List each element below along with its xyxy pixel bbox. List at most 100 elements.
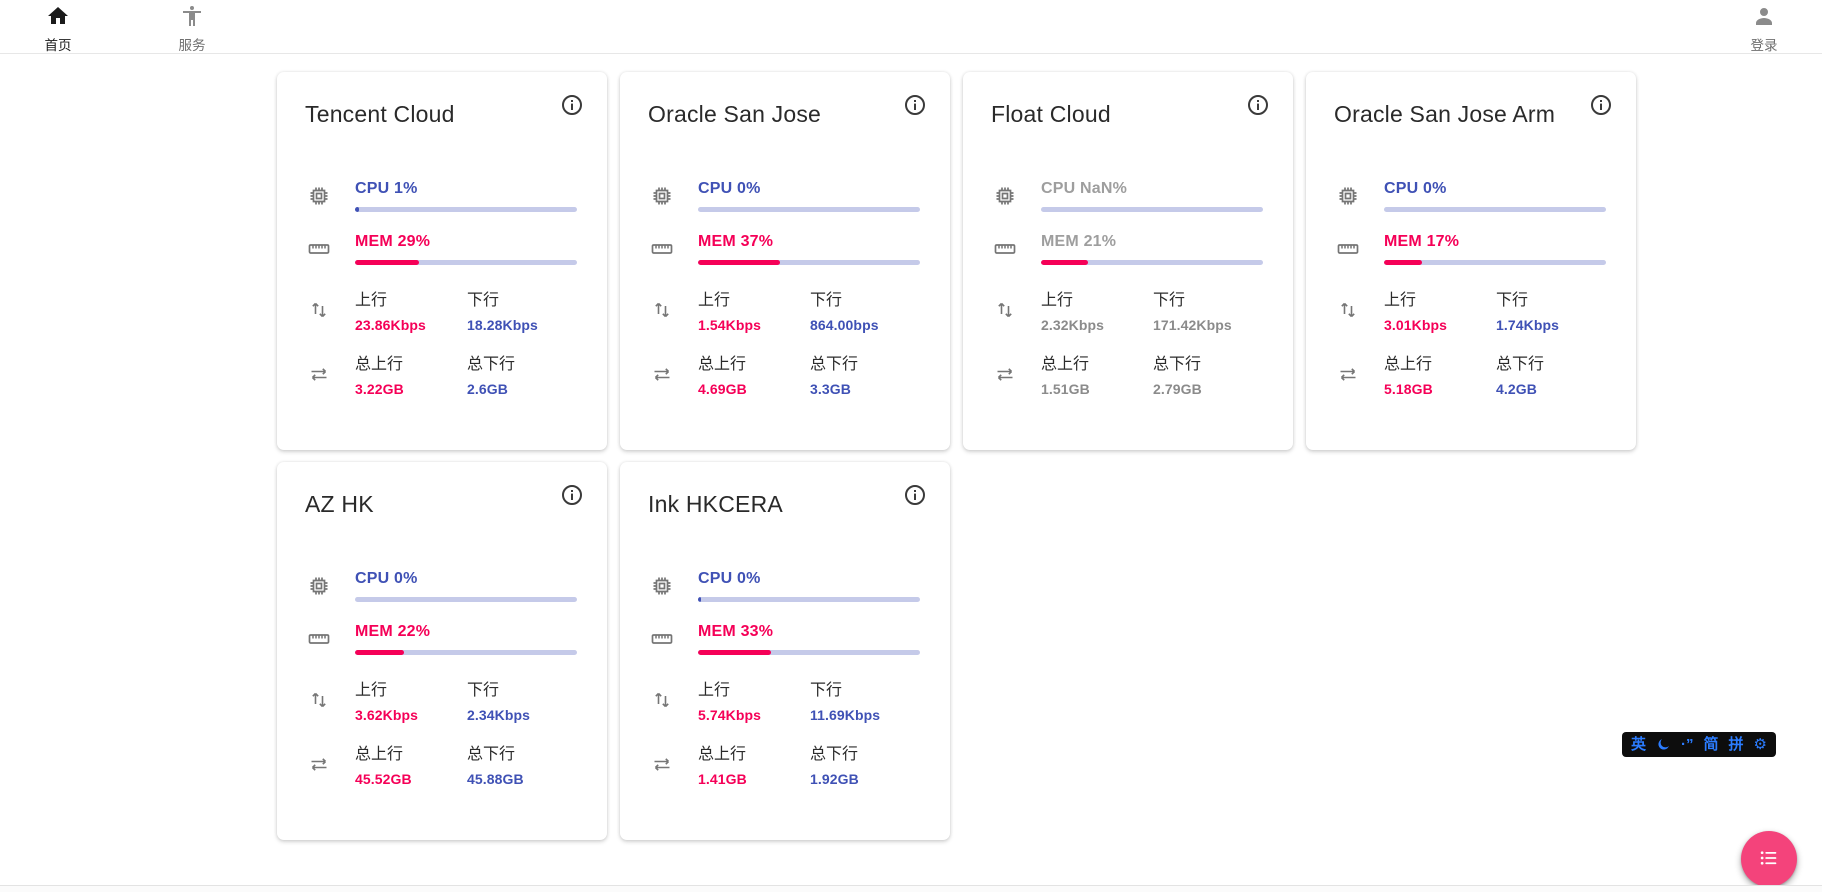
ime-toolbar[interactable]: 英 ·” 简 拼 ⚙ xyxy=(1622,732,1776,757)
cpu-label: CPU 0% xyxy=(355,570,418,587)
nav-item-login[interactable]: 登录 xyxy=(1732,0,1796,54)
total-upload-label: 总上行 xyxy=(1041,356,1090,373)
swap-horizontal-icon xyxy=(1334,362,1362,386)
total-upload-value: 1.51GB xyxy=(1041,381,1090,397)
mem-row: MEM 22% xyxy=(305,623,579,655)
gear-icon[interactable]: ⚙ xyxy=(1753,736,1767,753)
total-upload-col: 总上行 45.52GB xyxy=(355,740,467,787)
total-upload-label: 总上行 xyxy=(355,356,404,373)
ime-simplified-indicator[interactable]: 简 xyxy=(1703,736,1719,753)
mem-label: MEM 17% xyxy=(1384,233,1460,250)
info-icon[interactable] xyxy=(559,92,585,118)
server-list-fab[interactable] xyxy=(1741,831,1797,887)
cpu-chip-icon xyxy=(1334,184,1362,208)
mem-row: MEM 33% xyxy=(648,623,922,655)
footer-divider xyxy=(0,885,1822,892)
info-icon[interactable] xyxy=(559,482,585,508)
server-stats: CPU 0% MEM 17% xyxy=(1334,180,1608,397)
nav-item-home-label: 首页 xyxy=(44,37,72,53)
total-row: 总上行 1.41GB 总下行 1.92GB xyxy=(648,740,922,787)
total-download-value: 1.92GB xyxy=(810,771,859,787)
cpu-progress-fill xyxy=(355,207,360,212)
download-label: 下行 xyxy=(1496,292,1529,309)
memory-ruler-icon xyxy=(305,237,333,261)
moon-icon[interactable] xyxy=(1656,737,1671,752)
info-icon[interactable] xyxy=(902,482,928,508)
upload-label: 上行 xyxy=(698,682,731,699)
cpu-progress-bar xyxy=(698,207,920,212)
cpu-row: CPU 1% xyxy=(305,180,579,212)
info-icon[interactable] xyxy=(1245,92,1271,118)
nav-item-login-label: 登录 xyxy=(1750,37,1778,53)
accessibility-icon xyxy=(180,4,204,33)
person-icon xyxy=(1752,4,1776,33)
up-down-arrows-icon xyxy=(648,688,676,712)
download-label: 下行 xyxy=(810,292,843,309)
upload-value: 1.54Kbps xyxy=(698,317,762,333)
total-upload-value: 3.22GB xyxy=(355,381,404,397)
memory-ruler-icon xyxy=(991,237,1019,261)
download-col: 下行 1.74Kbps xyxy=(1496,286,1608,333)
mem-label: MEM 22% xyxy=(355,623,431,640)
total-upload-label: 总上行 xyxy=(355,746,404,763)
ime-punctuation-indicator[interactable]: ·” xyxy=(1681,736,1694,753)
home-icon xyxy=(46,4,70,33)
upload-col: 上行 3.62Kbps xyxy=(355,676,467,723)
upload-value: 3.62Kbps xyxy=(355,707,419,723)
total-row: 总上行 45.52GB 总下行 45.88GB xyxy=(305,740,579,787)
cpu-chip-icon xyxy=(305,574,333,598)
server-card: AZ HK CPU 0% xyxy=(277,462,607,840)
memory-ruler-icon xyxy=(305,627,333,651)
mem-progress-bar xyxy=(698,260,920,265)
mem-progress-fill xyxy=(698,260,781,265)
server-name: Ink HKCERA xyxy=(648,491,783,517)
total-download-value: 2.6GB xyxy=(467,381,508,397)
server-stats: CPU 1% MEM 29% xyxy=(305,180,579,397)
total-upload-col: 总上行 1.41GB xyxy=(698,740,810,787)
cpu-chip-icon xyxy=(991,184,1019,208)
upload-value: 2.32Kbps xyxy=(1041,317,1105,333)
download-value: 11.69Kbps xyxy=(810,707,881,723)
total-download-value: 3.3GB xyxy=(810,381,851,397)
nav-item-services[interactable]: 服务 xyxy=(160,0,224,54)
mem-progress-bar xyxy=(1041,260,1263,265)
download-col: 下行 18.28Kbps xyxy=(467,286,579,333)
cpu-progress-bar xyxy=(698,597,920,602)
info-icon[interactable] xyxy=(902,92,928,118)
mem-label: MEM 33% xyxy=(698,623,774,640)
ime-language-indicator[interactable]: 英 xyxy=(1631,736,1647,753)
up-down-arrows-icon xyxy=(991,298,1019,322)
server-name: Tencent Cloud xyxy=(305,101,455,127)
upload-col: 上行 5.74Kbps xyxy=(698,676,810,723)
download-label: 下行 xyxy=(810,682,843,699)
mem-progress-fill xyxy=(1041,260,1088,265)
speed-row: 上行 3.62Kbps 下行 2.34Kbps xyxy=(305,676,579,723)
total-upload-col: 总上行 1.51GB xyxy=(1041,350,1153,397)
up-down-arrows-icon xyxy=(305,298,333,322)
upload-label: 上行 xyxy=(1041,292,1074,309)
ime-pinyin-indicator[interactable]: 拼 xyxy=(1728,736,1744,753)
speed-row: 上行 3.01Kbps 下行 1.74Kbps xyxy=(1334,286,1608,333)
upload-label: 上行 xyxy=(355,682,388,699)
nav-item-home[interactable]: 首页 xyxy=(26,0,90,54)
upload-value: 5.74Kbps xyxy=(698,707,762,723)
mem-label: MEM 29% xyxy=(355,233,431,250)
server-grid: Tencent Cloud CPU 1% xyxy=(277,72,1636,840)
server-name: Float Cloud xyxy=(991,101,1111,127)
cpu-chip-icon xyxy=(648,574,676,598)
swap-horizontal-icon xyxy=(648,362,676,386)
total-upload-value: 45.52GB xyxy=(355,771,412,787)
download-value: 1.74Kbps xyxy=(1496,317,1560,333)
mem-row: MEM 17% xyxy=(1334,233,1608,265)
mem-progress-bar xyxy=(698,650,920,655)
server-stats: CPU 0% MEM 37% xyxy=(648,180,922,397)
upload-label: 上行 xyxy=(355,292,388,309)
total-upload-value: 4.69GB xyxy=(698,381,747,397)
server-stats: CPU 0% MEM 22% xyxy=(305,570,579,787)
up-down-arrows-icon xyxy=(1334,298,1362,322)
total-upload-value: 1.41GB xyxy=(698,771,747,787)
total-download-value: 2.79GB xyxy=(1153,381,1202,397)
total-upload-label: 总上行 xyxy=(698,356,747,373)
download-col: 下行 2.34Kbps xyxy=(467,676,579,723)
info-icon[interactable] xyxy=(1588,92,1614,118)
